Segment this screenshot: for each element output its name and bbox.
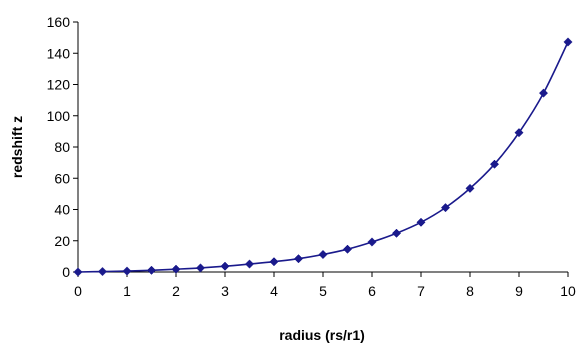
tick-labels: 0 20 40 60 80 100 120 140 160 0 1 2 3 4 5 6 7 8 9 10 — [47, 14, 576, 299]
data-point-marker — [220, 261, 230, 271]
data-point-marker — [318, 249, 328, 260]
data-point-marker — [122, 266, 132, 276]
data-point-marker — [465, 183, 475, 193]
x-tick-label: 2 — [172, 283, 180, 299]
y-tick-label: 20 — [54, 233, 70, 249]
data-point-marker — [514, 128, 524, 138]
data-point-marker — [195, 263, 206, 273]
data-point-marker — [244, 259, 255, 269]
data-point-marker — [416, 217, 426, 227]
y-tick-label: 60 — [54, 170, 70, 186]
x-tick-label: 7 — [417, 283, 425, 299]
x-axis-title: radius (rs/r1) — [279, 327, 365, 343]
x-tick-label: 10 — [560, 283, 576, 299]
x-tick-label: 1 — [123, 283, 131, 299]
y-tick-label: 160 — [47, 14, 71, 30]
y-tick-label: 0 — [62, 264, 70, 280]
y-tick-label: 100 — [47, 108, 71, 124]
y-tick-label: 40 — [54, 202, 70, 218]
x-tick-label: 0 — [74, 283, 82, 299]
data-point-marker — [146, 265, 157, 275]
data-point-marker — [97, 266, 108, 277]
axes — [73, 21, 569, 277]
data-point-marker — [391, 228, 402, 238]
data-point-marker — [269, 257, 279, 267]
data-point-marker — [563, 37, 573, 47]
series — [73, 37, 573, 277]
x-tick-label: 4 — [270, 283, 278, 299]
x-tick-label: 8 — [466, 283, 474, 299]
data-point-marker — [538, 88, 549, 98]
data-point-marker — [171, 264, 181, 274]
series-line — [77, 41, 569, 273]
data-point-marker — [440, 203, 451, 213]
x-tick-label: 6 — [368, 283, 376, 299]
data-point-marker — [73, 267, 83, 277]
data-point-marker — [293, 254, 304, 264]
x-tick-label: 3 — [221, 283, 229, 299]
y-axis-title: redshift z — [9, 116, 25, 178]
x-tick-label: 5 — [319, 283, 327, 299]
y-tick-label: 120 — [47, 77, 71, 93]
data-point-marker — [367, 237, 377, 247]
data-point-marker — [489, 159, 500, 169]
data-point-marker — [342, 244, 353, 254]
y-tick-label: 80 — [54, 139, 70, 155]
y-tick-label: 140 — [47, 45, 71, 61]
x-tick-label: 9 — [515, 283, 523, 299]
